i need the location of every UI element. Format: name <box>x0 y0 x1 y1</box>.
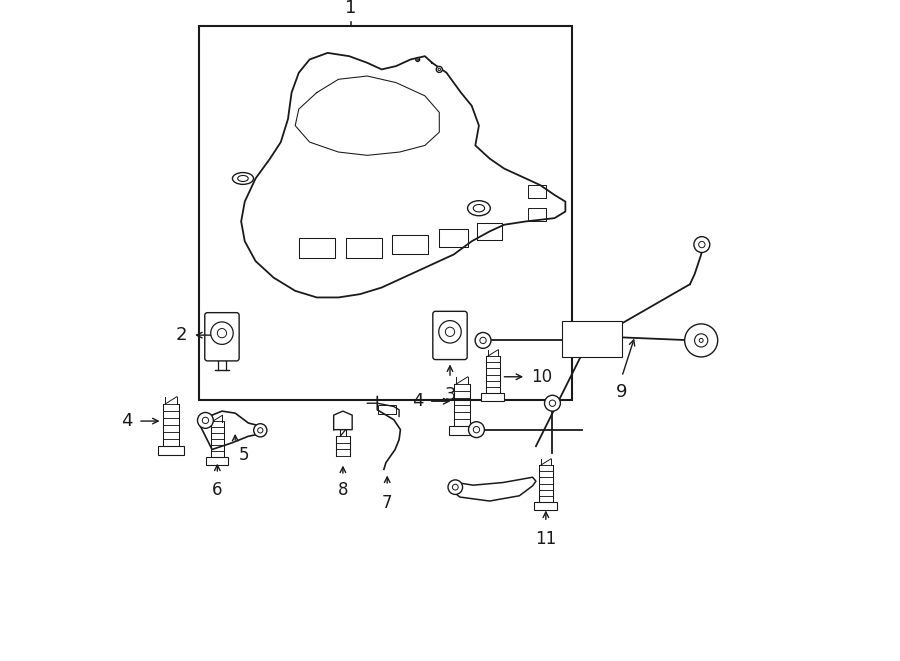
Circle shape <box>217 329 227 338</box>
Circle shape <box>438 68 440 71</box>
Circle shape <box>695 334 707 347</box>
FancyBboxPatch shape <box>158 446 184 455</box>
Circle shape <box>257 428 263 433</box>
Ellipse shape <box>238 175 248 182</box>
Circle shape <box>197 412 213 428</box>
Circle shape <box>439 321 461 343</box>
Circle shape <box>685 324 717 357</box>
Text: 4: 4 <box>122 412 132 430</box>
Ellipse shape <box>468 201 490 215</box>
Text: 11: 11 <box>536 530 556 548</box>
Text: 9: 9 <box>616 383 627 401</box>
Circle shape <box>417 59 419 60</box>
Circle shape <box>436 66 442 73</box>
Circle shape <box>475 332 491 348</box>
Text: 4: 4 <box>412 392 424 410</box>
Circle shape <box>549 400 555 407</box>
Text: 6: 6 <box>212 481 222 498</box>
Circle shape <box>699 338 703 342</box>
Ellipse shape <box>232 173 254 184</box>
Text: 2: 2 <box>176 326 187 344</box>
Text: 3: 3 <box>445 386 455 404</box>
Circle shape <box>416 58 419 61</box>
FancyBboxPatch shape <box>205 313 239 361</box>
FancyBboxPatch shape <box>562 321 622 357</box>
Text: 5: 5 <box>238 446 249 464</box>
FancyBboxPatch shape <box>199 26 572 400</box>
Circle shape <box>453 485 458 490</box>
FancyBboxPatch shape <box>378 405 397 414</box>
Text: 8: 8 <box>338 481 348 499</box>
Circle shape <box>202 417 209 424</box>
Circle shape <box>211 322 233 344</box>
FancyBboxPatch shape <box>482 393 505 401</box>
FancyBboxPatch shape <box>449 426 475 436</box>
FancyBboxPatch shape <box>206 457 229 465</box>
Circle shape <box>480 337 486 344</box>
Circle shape <box>254 424 267 437</box>
Circle shape <box>544 395 561 411</box>
Text: 1: 1 <box>346 0 356 17</box>
Circle shape <box>694 237 710 253</box>
Text: 10: 10 <box>531 368 553 386</box>
Ellipse shape <box>473 204 484 212</box>
Circle shape <box>698 241 705 248</box>
Circle shape <box>473 426 480 433</box>
Circle shape <box>469 422 484 438</box>
Circle shape <box>446 327 454 336</box>
FancyBboxPatch shape <box>535 502 557 510</box>
Circle shape <box>448 480 463 494</box>
FancyBboxPatch shape <box>433 311 467 360</box>
Text: 7: 7 <box>382 494 392 512</box>
